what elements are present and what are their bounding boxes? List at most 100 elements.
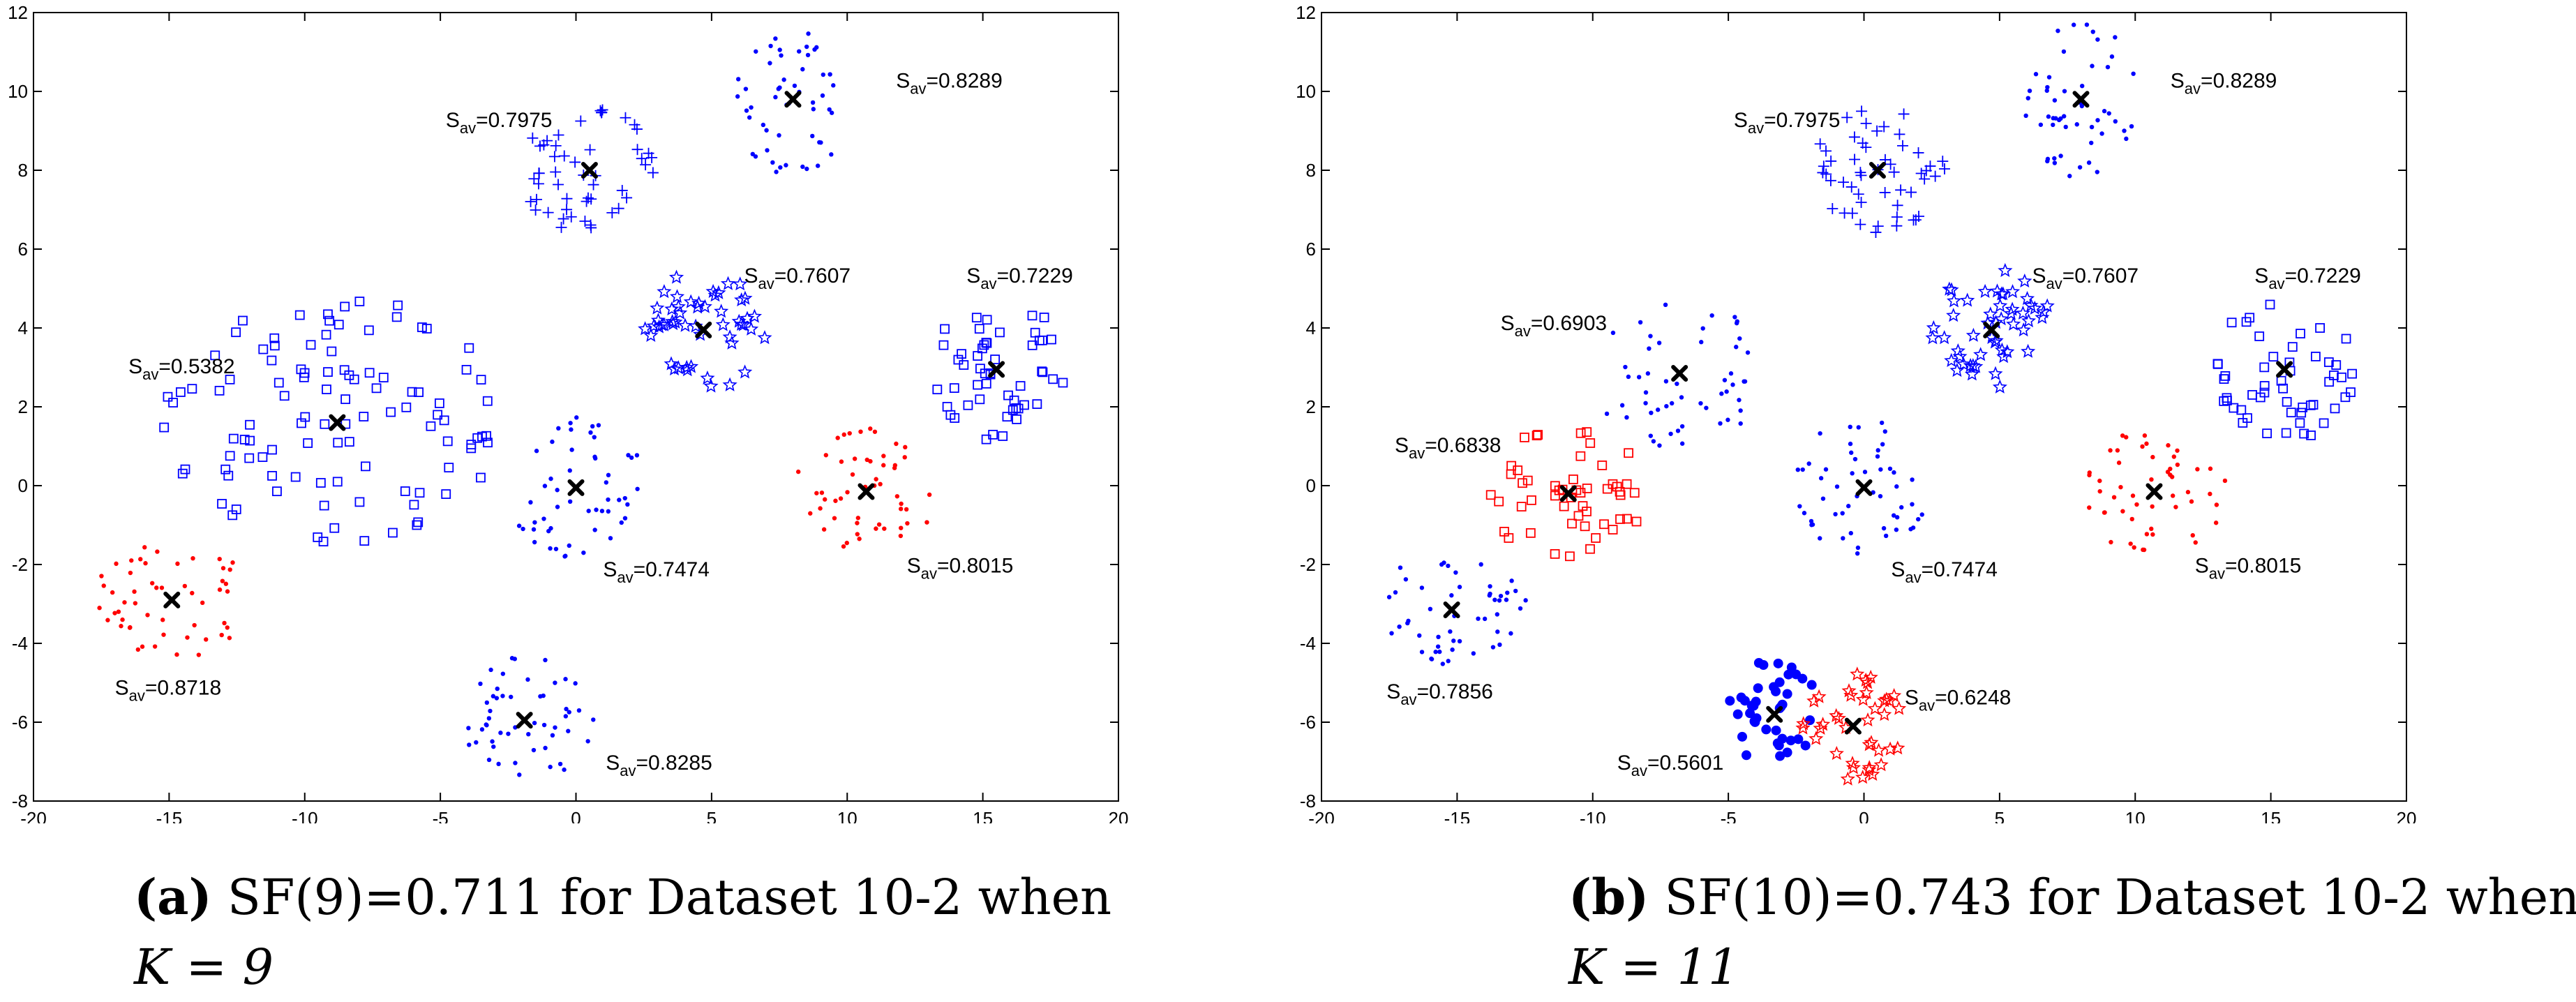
data-point [361, 461, 370, 472]
x-tick-label: 10 [2125, 808, 2146, 823]
data-point [1809, 518, 1814, 524]
data-point [548, 764, 553, 770]
data-point [635, 486, 640, 491]
data-point [112, 611, 117, 615]
data-point [2129, 516, 2134, 522]
data-point [735, 94, 740, 99]
data-point [414, 488, 425, 498]
data-point [811, 107, 816, 112]
data-point [127, 625, 133, 630]
data-point [269, 333, 280, 343]
data-point [553, 725, 557, 730]
data-point [1805, 715, 1815, 726]
data-point [1862, 760, 1877, 775]
data-point [527, 132, 539, 144]
data-point [2090, 63, 2095, 68]
data-point [838, 496, 844, 501]
data-point [844, 540, 849, 546]
data-point [1509, 578, 1514, 583]
data-point [1795, 720, 1811, 735]
data-point [2330, 403, 2340, 414]
data-point [1406, 618, 1411, 624]
data-point [963, 400, 973, 410]
data-point [334, 320, 344, 330]
data-point [800, 164, 805, 170]
data-point [2259, 362, 2270, 373]
cluster-7 [2087, 433, 2228, 553]
data-point [1612, 481, 1622, 492]
data-point [1648, 334, 1653, 338]
data-point [2033, 72, 2039, 77]
data-point [617, 498, 622, 502]
data-point [2346, 387, 2356, 397]
data-point [483, 438, 493, 448]
centroid-marker [784, 91, 802, 108]
data-point [1989, 283, 2005, 298]
data-point [1734, 345, 1739, 350]
data-point [2296, 407, 2307, 418]
data-point [306, 340, 316, 350]
data-point [625, 502, 630, 507]
data-point [257, 452, 268, 463]
data-point [1915, 167, 1927, 179]
data-point [1615, 486, 1625, 497]
data-point [1855, 197, 1867, 209]
data-point [664, 356, 679, 371]
data-point [1885, 158, 1896, 170]
data-point [2134, 502, 2139, 507]
data-point [2006, 316, 2021, 331]
data-point [1575, 451, 1586, 461]
data-point [323, 367, 333, 377]
data-point [354, 297, 365, 306]
data-point [1580, 521, 1590, 532]
data-point [1855, 170, 1867, 181]
data-point [1867, 701, 1882, 715]
data-point [1872, 220, 1884, 232]
data-point [2150, 454, 2155, 460]
data-point [525, 677, 530, 682]
silhouette-annotation: Sav=0.8015 [2195, 554, 2302, 582]
data-point [1488, 584, 1492, 589]
silhouette-annotation: Sav=0.7474 [1891, 558, 1998, 586]
data-point [636, 153, 647, 165]
data-point [1604, 411, 1610, 417]
data-point [1895, 184, 1907, 196]
data-point [2213, 521, 2219, 525]
data-point [1725, 696, 1735, 706]
data-point [1457, 585, 1462, 590]
data-point [332, 477, 343, 487]
data-point [761, 122, 766, 128]
data-point [606, 207, 618, 218]
data-point [1704, 405, 1709, 410]
data-point [643, 327, 659, 343]
data-point [1858, 672, 1873, 687]
data-point [1852, 456, 1858, 462]
data-point [315, 478, 326, 488]
data-point [1818, 160, 1829, 172]
data-point [697, 299, 712, 313]
y-tick-label: 8 [1306, 160, 1316, 181]
data-point [303, 438, 313, 448]
data-point [1476, 616, 1481, 621]
data-point [441, 489, 451, 499]
data-point [804, 166, 809, 172]
data-point [882, 526, 887, 531]
data-point [1949, 363, 1965, 377]
data-point [182, 583, 188, 589]
data-point [2019, 290, 2035, 306]
data-point [576, 708, 582, 713]
data-point [2347, 368, 2357, 379]
y-tick-label: 10 [1296, 81, 1316, 102]
data-point [2310, 352, 2321, 361]
data-point [2295, 418, 2305, 428]
data-point [2090, 29, 2095, 34]
data-point [608, 536, 613, 541]
data-point [1785, 735, 1796, 746]
data-point [620, 112, 631, 124]
data-point [500, 694, 505, 698]
data-point [2062, 89, 2067, 94]
data-point [479, 727, 485, 732]
centroid-marker [567, 479, 585, 496]
data-point [2067, 174, 2072, 179]
data-point [488, 708, 493, 714]
